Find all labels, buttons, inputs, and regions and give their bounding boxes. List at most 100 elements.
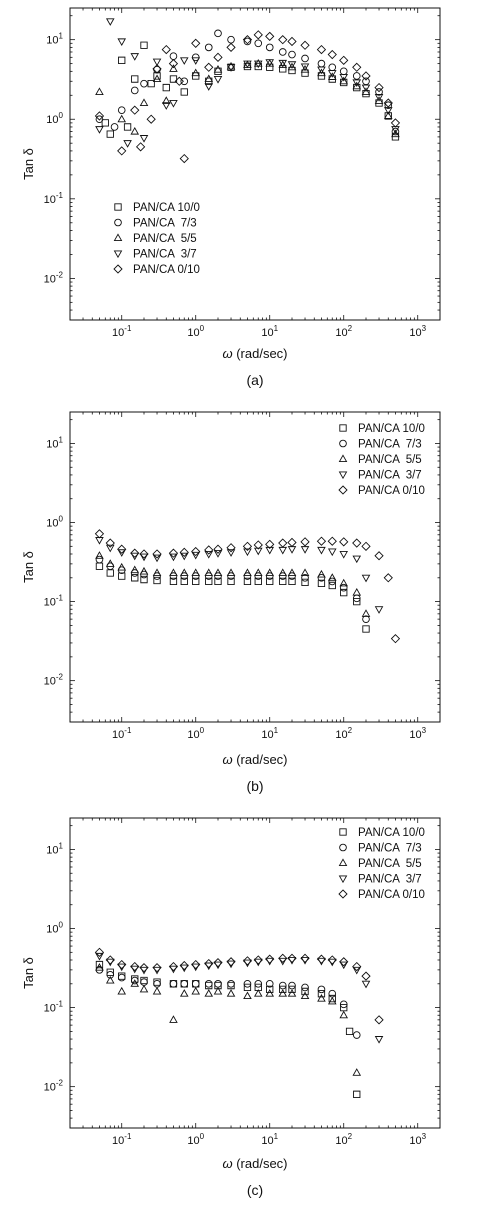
- legend-marker: [339, 424, 347, 432]
- data-point: [287, 36, 297, 47]
- series-4: [95, 537, 384, 614]
- data-point: [361, 574, 371, 583]
- data-point: [191, 572, 200, 580]
- data-point: [95, 126, 104, 134]
- data-point: [179, 57, 189, 65]
- data-point: [130, 976, 139, 985]
- data-point: [213, 76, 223, 84]
- data-point: [345, 1027, 354, 1036]
- data-point: [139, 98, 149, 107]
- data-point: [352, 79, 362, 88]
- data-point: [174, 76, 184, 86]
- data-point: [300, 63, 310, 72]
- data-point: [227, 577, 235, 586]
- data-point: [213, 958, 223, 968]
- data-point: [139, 553, 149, 562]
- data-point: [135, 142, 146, 152]
- axis-ticks: [69, 8, 441, 321]
- legend-label: PAN/CA 10/0: [358, 423, 425, 435]
- data-point: [95, 115, 104, 124]
- data-point: [180, 979, 189, 988]
- series-5: [94, 947, 384, 1025]
- data-point: [316, 536, 327, 546]
- data-point: [139, 566, 149, 575]
- data-point: [243, 572, 252, 580]
- data-point: [204, 62, 214, 72]
- data-point: [265, 568, 275, 577]
- data-point: [278, 989, 288, 997]
- data-point: [352, 961, 362, 972]
- data-point: [117, 106, 126, 114]
- data-point: [139, 963, 149, 973]
- data-point: [253, 955, 263, 965]
- x-tick-label: 102: [335, 324, 352, 339]
- data-point: [169, 577, 178, 586]
- data-point: [317, 569, 326, 578]
- series-5: [94, 30, 401, 164]
- data-point: [339, 1010, 349, 1019]
- data-point: [226, 957, 236, 967]
- data-point: [287, 953, 297, 963]
- data-point: [352, 538, 362, 548]
- data-point: [253, 59, 263, 67]
- data-point: [352, 1031, 361, 1039]
- series-2: [95, 966, 361, 1039]
- data-point: [300, 65, 310, 73]
- data-point: [204, 545, 214, 555]
- data-point: [362, 615, 370, 623]
- data-point: [391, 127, 400, 136]
- data-point: [179, 552, 189, 561]
- data-point: [317, 573, 326, 582]
- legend-label: PAN/CA 7/3: [358, 843, 422, 855]
- data-point: [362, 77, 370, 86]
- series-1: [95, 562, 370, 633]
- data-point: [130, 86, 139, 95]
- data-point: [106, 130, 114, 138]
- data-point: [265, 572, 274, 580]
- data-point: [288, 981, 296, 990]
- data-point: [374, 82, 384, 93]
- data-point: [383, 573, 393, 583]
- data-point: [266, 985, 274, 994]
- data-point: [123, 140, 132, 148]
- data-point: [352, 1068, 362, 1076]
- data-point: [253, 547, 263, 556]
- data-point: [117, 973, 126, 982]
- x-tick-label: 100: [187, 726, 204, 741]
- data-point: [353, 597, 361, 606]
- data-point: [95, 537, 104, 545]
- data-point: [130, 552, 140, 561]
- data-point: [191, 963, 201, 972]
- y-tick-label: 10-1: [44, 594, 64, 609]
- data-point: [169, 572, 178, 580]
- data-point: [95, 963, 104, 971]
- data-point: [95, 952, 104, 961]
- data-point: [265, 539, 275, 549]
- data-point: [204, 958, 214, 969]
- data-point: [254, 979, 263, 988]
- x-tick-label: 103: [409, 324, 426, 339]
- x-axis-title: ω (rad/sec): [222, 1156, 287, 1171]
- x-tick-label: 10-1: [112, 726, 132, 741]
- data-point: [278, 957, 288, 966]
- data-point: [169, 568, 178, 577]
- data-point: [180, 77, 189, 86]
- series-4: [95, 18, 400, 148]
- data-point: [227, 979, 235, 988]
- data-point: [140, 41, 148, 49]
- data-point: [179, 989, 189, 997]
- data-point: [140, 575, 148, 584]
- data-point: [317, 68, 326, 77]
- data-point: [300, 546, 310, 554]
- x-tick-label: 102: [335, 1132, 352, 1147]
- data-point: [227, 572, 235, 580]
- data-point: [191, 68, 201, 77]
- data-point: [339, 67, 348, 76]
- data-point: [169, 1015, 178, 1023]
- data-point: [242, 956, 253, 966]
- data-point: [226, 989, 236, 997]
- data-point: [374, 96, 384, 104]
- data-point: [328, 989, 337, 998]
- data-point: [243, 568, 252, 577]
